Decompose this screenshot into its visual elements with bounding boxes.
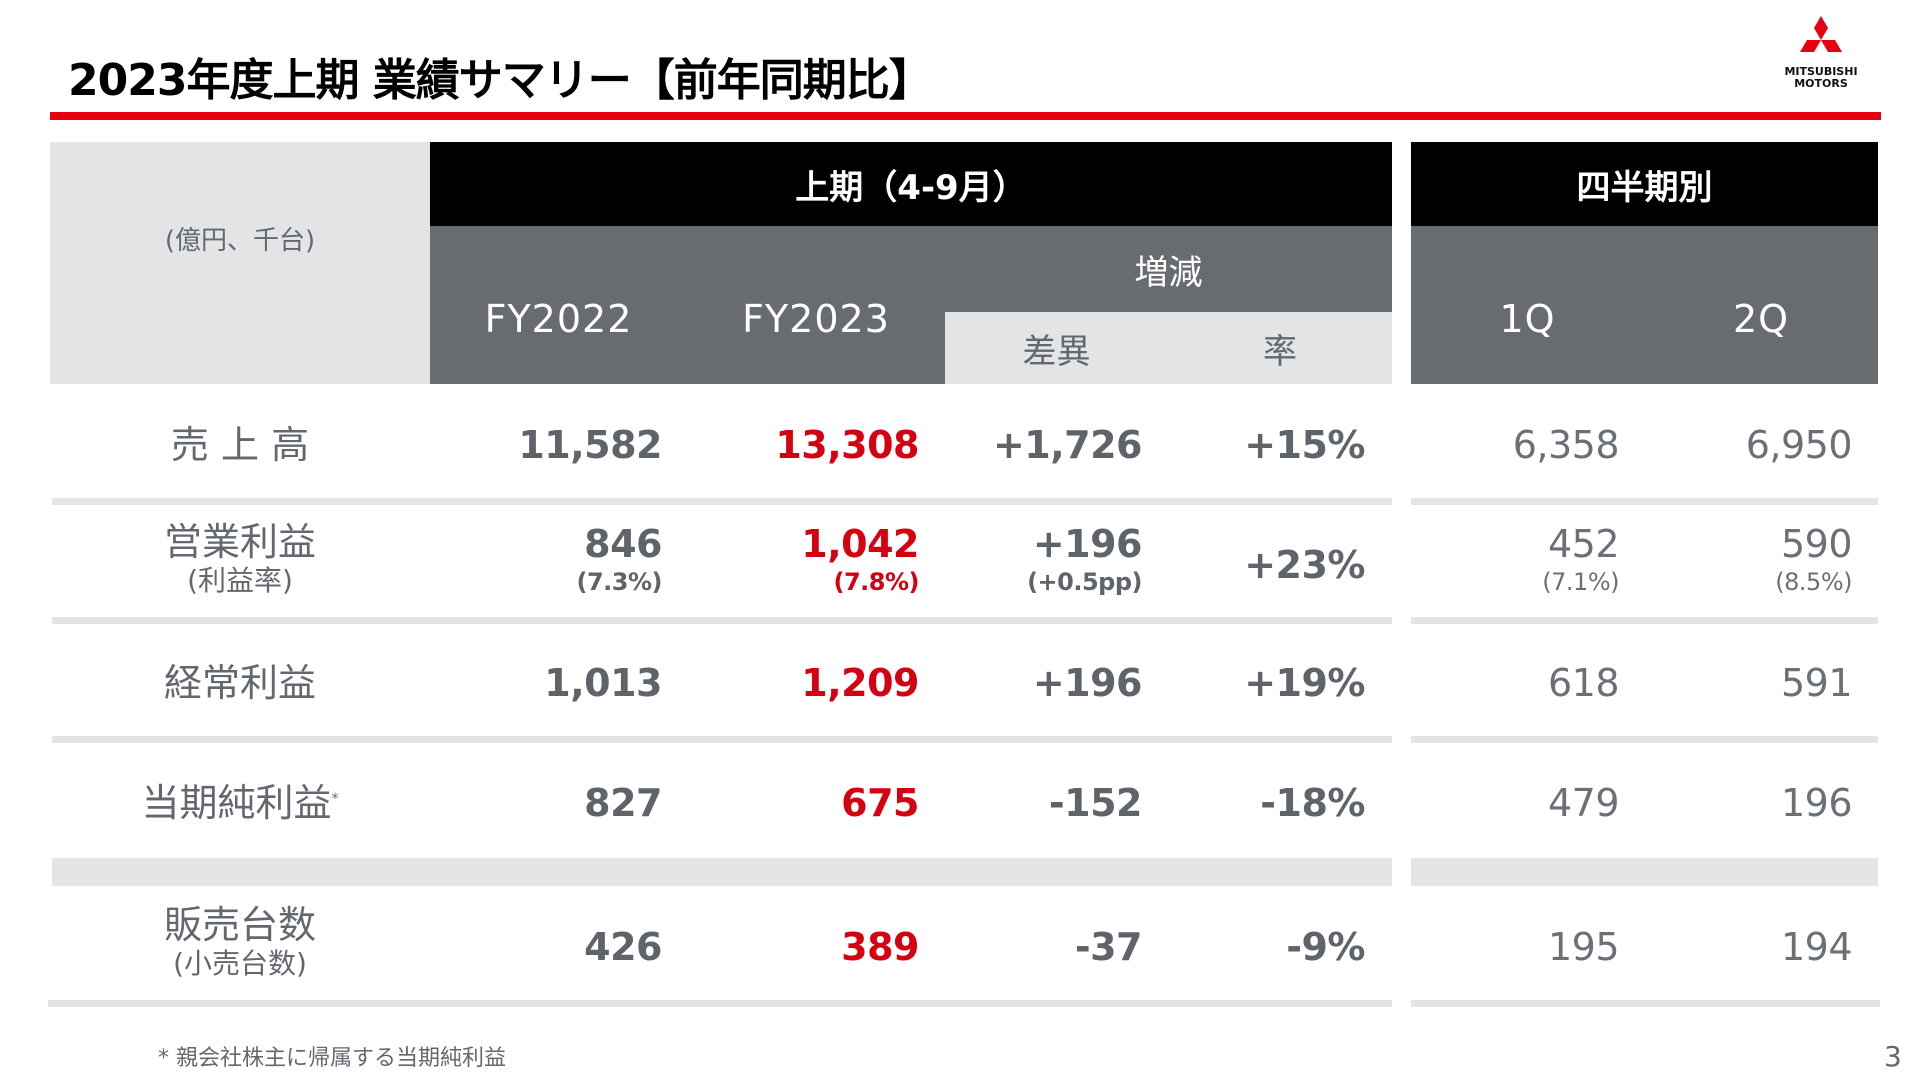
cell-difference: -37 xyxy=(1074,925,1143,969)
cell-1q: 6,358 xyxy=(1512,423,1620,467)
cell-1q: 452 (7.1%) xyxy=(1411,522,1619,598)
cell-fy2023: 13,308 xyxy=(775,423,919,467)
cell-fy2023: 389 xyxy=(841,925,919,969)
column-header-2q: 2Q xyxy=(1732,297,1790,341)
cell-fy2022: 1,013 xyxy=(544,661,662,705)
row-label: 販売台数 (小売台数) xyxy=(50,903,430,981)
row-label-main: 当期純利益 xyxy=(141,781,332,825)
cell-fy2022: 846 (7.3%) xyxy=(430,522,663,598)
cell-1q: 618 xyxy=(1547,661,1620,705)
cell-value: 1,042 xyxy=(801,522,919,566)
row-label: 営業利益 (利益率) xyxy=(50,520,430,598)
cell-margin: (7.8%) xyxy=(833,568,920,596)
cell-rate: +15% xyxy=(1244,423,1365,467)
cell-fy2022: 426 xyxy=(584,925,662,969)
column-header-fy2023: FY2023 xyxy=(742,297,890,341)
logo-text-line1: MITSUBISHI xyxy=(1784,65,1858,78)
row-divider xyxy=(1411,617,1878,624)
section-divider-band xyxy=(52,858,1392,886)
cell-value: +196 xyxy=(1032,522,1143,566)
cell-rate: +19% xyxy=(1244,661,1365,705)
cell-2q: 6,950 xyxy=(1745,423,1853,467)
page-number: 3 xyxy=(1884,1040,1902,1073)
cell-margin: (7.1%) xyxy=(1542,568,1619,596)
cell-difference: +196 xyxy=(1032,661,1143,705)
cell-1q: 195 xyxy=(1547,925,1620,969)
footnote: * 親会社株主に帰属する当期純利益 xyxy=(158,1046,506,1071)
unit-label: (億円、千台) xyxy=(50,142,430,384)
cell-fy2023: 675 xyxy=(841,781,919,825)
row-divider xyxy=(1411,736,1878,743)
cell-margin: (7.3%) xyxy=(576,568,663,596)
row-divider xyxy=(52,736,1392,743)
cell-1q: 479 xyxy=(1547,781,1620,825)
cell-margin: (8.5%) xyxy=(1775,568,1852,596)
cell-value: 452 xyxy=(1547,522,1620,566)
cell-rate: -18% xyxy=(1260,781,1365,825)
header-quarterly: 四半期別 xyxy=(1411,142,1878,226)
cell-difference: +196 (+0.5pp) xyxy=(945,522,1142,598)
row-label-sub: (利益率) xyxy=(187,564,293,597)
cell-fy2023: 1,209 xyxy=(801,661,919,705)
cell-difference: +1,726 xyxy=(992,423,1143,467)
column-header-1q: 1Q xyxy=(1499,297,1556,341)
column-header-difference: 差異 xyxy=(945,312,1168,384)
row-divider xyxy=(1411,498,1878,505)
three-diamonds-icon xyxy=(1800,16,1842,52)
header-gray-band-right xyxy=(1411,226,1878,384)
cell-fy2023: 1,042 (7.8%) xyxy=(687,522,919,598)
page-title: 2023年度上期 業績サマリー【前年同期比】 xyxy=(68,55,933,106)
row-divider xyxy=(52,617,1392,624)
cell-2q: 590 (8.5%) xyxy=(1644,522,1852,598)
footnote-marker: * xyxy=(331,791,339,807)
cell-difference: -152 xyxy=(1048,781,1143,825)
cell-2q: 194 xyxy=(1780,925,1853,969)
row-divider xyxy=(52,498,1392,505)
column-header-fy2022: FY2022 xyxy=(484,297,633,341)
cell-fy2022: 11,582 xyxy=(518,423,662,467)
cell-value: 846 xyxy=(584,522,662,566)
cell-2q: 591 xyxy=(1780,661,1853,705)
cell-value: 590 xyxy=(1780,522,1853,566)
logo-text-line2: MOTORS xyxy=(1794,77,1848,90)
mitsubishi-motors-logo: MITSUBISHI MOTORS xyxy=(1778,16,1864,96)
row-divider xyxy=(1411,1000,1880,1007)
row-label: 売 上 高 xyxy=(170,423,310,467)
row-label: 経常利益 xyxy=(163,661,316,705)
row-label-main: 販売台数 xyxy=(163,903,316,947)
cell-margin-change: (+0.5pp) xyxy=(1027,568,1142,596)
section-divider-band xyxy=(1411,858,1878,886)
row-label-main: 営業利益 xyxy=(163,520,316,564)
cell-2q: 196 xyxy=(1780,781,1853,825)
cell-rate: -9% xyxy=(1286,925,1365,969)
title-underline xyxy=(50,112,1881,120)
row-divider xyxy=(48,1000,1392,1007)
row-label: 当期純利益* xyxy=(50,781,430,825)
cell-fy2022: 827 xyxy=(584,781,662,825)
column-header-change: 増減 xyxy=(1134,252,1203,293)
column-header-rate: 率 xyxy=(1168,312,1392,384)
header-first-half: 上期（4-9月） xyxy=(430,142,1392,226)
row-label-sub: (小売台数) xyxy=(173,947,307,980)
cell-rate: +23% xyxy=(1244,543,1365,587)
